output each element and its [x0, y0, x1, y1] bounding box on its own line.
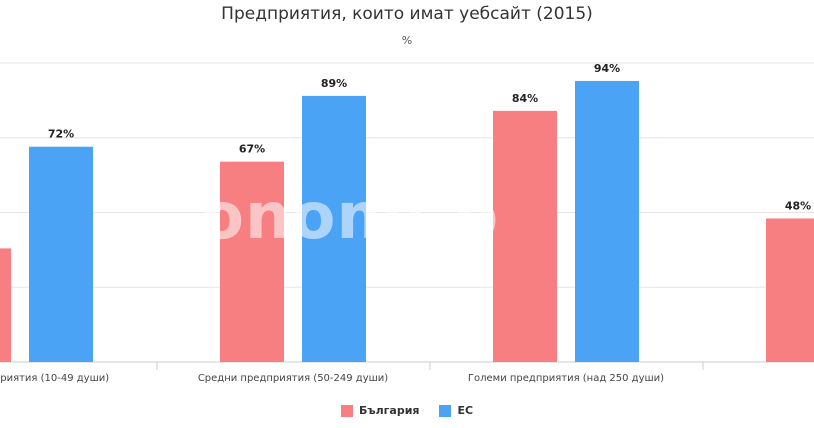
data-label: 94%: [594, 62, 620, 75]
chart-title: Предприятия, които имат уебсайт (2015): [221, 4, 593, 24]
x-tick-label: Малки предприятия (10-49 души): [0, 373, 109, 384]
data-label: 89%: [321, 77, 347, 90]
data-label: 67%: [239, 143, 265, 156]
data-label: 84%: [512, 92, 538, 105]
bar: [220, 161, 284, 362]
bar: [29, 146, 93, 362]
bar: [575, 80, 639, 362]
bar: [302, 95, 366, 362]
bar: [493, 110, 557, 362]
legend-swatch-bulgaria: [340, 404, 353, 417]
chart-subtitle: %: [401, 34, 413, 47]
legend-item-bulgaria[interactable]: България: [340, 404, 420, 417]
legend-swatch-eu: [439, 404, 452, 417]
legend: България ЕС: [0, 404, 814, 417]
data-label: 72%: [48, 128, 74, 141]
bar: [766, 218, 814, 362]
legend-item-eu[interactable]: ЕС: [439, 404, 473, 417]
bar: [0, 248, 11, 362]
legend-label-bulgaria: България: [358, 404, 420, 417]
legend-label-eu: ЕС: [457, 404, 474, 417]
data-label: 48%: [785, 199, 811, 212]
x-tick-label: Средни предприятия (50-249 души): [198, 373, 388, 384]
x-tick-label: Големи предприятия (над 250 души): [468, 373, 664, 384]
